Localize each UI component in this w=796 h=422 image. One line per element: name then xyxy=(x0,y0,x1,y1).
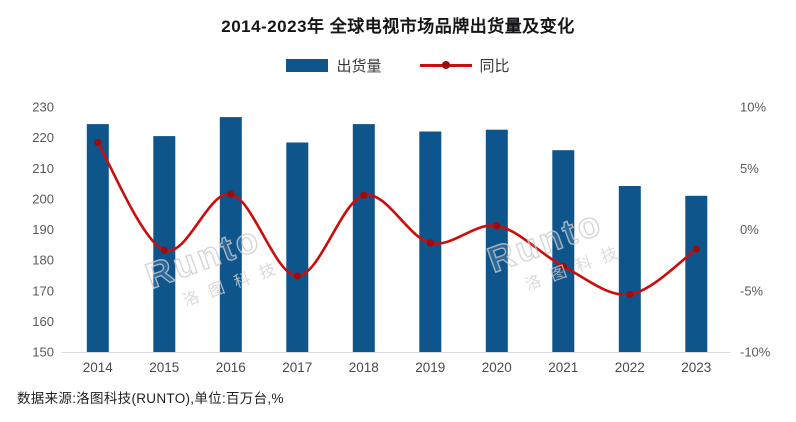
yoy-marker-2015 xyxy=(160,246,168,254)
x-axis-label-2014: 2014 xyxy=(83,360,114,375)
left-axis-tick: 160 xyxy=(32,314,54,329)
chart-title: 2014-2023年 全球电视市场品牌出货量及变化 xyxy=(221,17,575,36)
legend-shipments-label: 出货量 xyxy=(336,57,382,75)
yoy-marker-2018 xyxy=(360,191,368,199)
legend: 出货量 同比 xyxy=(0,55,796,75)
legend-item-shipments: 出货量 xyxy=(286,55,382,76)
yoy-marker-2022 xyxy=(626,290,634,298)
legend-yoy-label: 同比 xyxy=(479,57,510,75)
bar-2016 xyxy=(219,117,242,352)
right-axis-tick: 10% xyxy=(740,100,766,115)
x-axis-label-2021: 2021 xyxy=(548,360,578,375)
left-axis-tick: 200 xyxy=(32,191,54,206)
yoy-marker-2019 xyxy=(426,239,434,247)
right-axis-tick: -10% xyxy=(740,345,771,360)
legend-line-swatch xyxy=(419,61,472,69)
legend-item-yoy: 同比 xyxy=(419,55,510,76)
yoy-marker-2016 xyxy=(227,190,235,198)
x-axis-label-2015: 2015 xyxy=(149,360,179,375)
right-axis-tick: 0% xyxy=(740,222,759,237)
yoy-marker-2020 xyxy=(493,222,501,230)
x-axis-label-2018: 2018 xyxy=(349,360,379,375)
bar-2015 xyxy=(153,136,176,352)
yoy-marker-2021 xyxy=(559,262,567,270)
x-axis-label-2020: 2020 xyxy=(482,360,512,375)
x-axis-label-2023: 2023 xyxy=(681,360,711,375)
bar-2017 xyxy=(286,142,309,352)
left-axis-tick: 170 xyxy=(32,283,54,298)
bar-2021 xyxy=(552,150,575,352)
left-axis-tick: 230 xyxy=(32,100,54,115)
bar-2022 xyxy=(618,186,641,352)
left-axis-tick: 220 xyxy=(32,130,54,145)
x-axis-label-2022: 2022 xyxy=(615,360,645,375)
yoy-line xyxy=(96,141,698,296)
yoy-marker-2014 xyxy=(94,138,102,147)
legend-bar-swatch xyxy=(286,58,329,72)
bar-2014 xyxy=(86,124,109,352)
left-axis-tick: 180 xyxy=(32,253,54,268)
bar-2023 xyxy=(685,195,708,352)
right-axis-tick: -5% xyxy=(740,283,764,298)
yoy-marker-2017 xyxy=(293,272,301,280)
yoy-marker-2023 xyxy=(692,245,700,253)
legend-line-marker-icon xyxy=(441,61,450,69)
left-axis-tick: 190 xyxy=(32,222,54,237)
source-note: 数据来源:洛图科技(RUNTO),单位:百万台,% xyxy=(17,391,284,406)
bar-2020 xyxy=(485,129,508,352)
right-axis-tick: 5% xyxy=(740,161,759,176)
x-axis-label-2016: 2016 xyxy=(216,360,246,375)
x-axis-label-2019: 2019 xyxy=(415,360,445,375)
left-axis-tick: 150 xyxy=(32,345,54,360)
bar-2018 xyxy=(352,124,375,352)
left-axis-tick: 210 xyxy=(32,161,54,176)
x-axis-label-2017: 2017 xyxy=(282,360,312,375)
